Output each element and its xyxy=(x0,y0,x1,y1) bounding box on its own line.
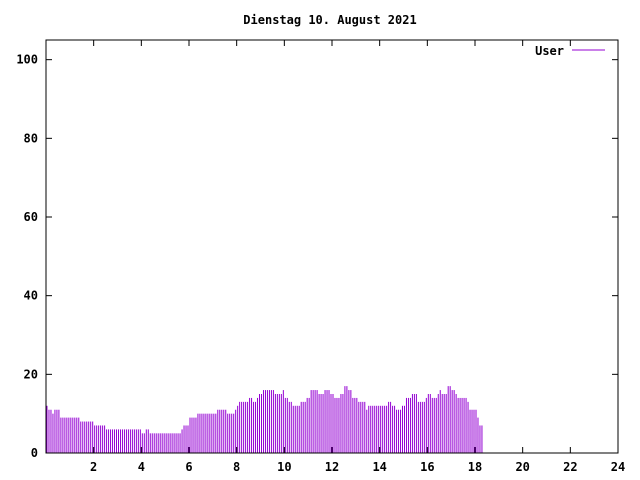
chart-title: Dienstag 10. August 2021 xyxy=(243,13,416,27)
x-axis: 2 4 6 8 10 12 14 16 18 20 22 24 xyxy=(90,40,625,474)
x-tick-label: 6 xyxy=(185,460,192,474)
legend: User xyxy=(535,44,605,58)
x-tick-label: 18 xyxy=(468,460,482,474)
bar-series-user xyxy=(46,386,483,453)
plot-frame xyxy=(45,39,619,454)
x-tick-label: 16 xyxy=(420,460,434,474)
x-tick-label: 22 xyxy=(563,460,577,474)
x-tick-label: 4 xyxy=(138,460,145,474)
y-tick-label: 0 xyxy=(31,446,38,460)
y-tick-label: 60 xyxy=(24,210,38,224)
x-tick-label: 14 xyxy=(372,460,386,474)
x-tick-label: 24 xyxy=(611,460,625,474)
x-tick-label: 2 xyxy=(90,460,97,474)
y-tick-label: 40 xyxy=(24,289,38,303)
y-tick-label: 100 xyxy=(16,53,38,67)
legend-label-user: User xyxy=(535,44,564,58)
x-tick-label: 20 xyxy=(515,460,529,474)
x-tick-label: 10 xyxy=(277,460,291,474)
y-axis: 0 20 40 60 80 100 xyxy=(16,53,618,460)
x-tick-label: 8 xyxy=(233,460,240,474)
x-tick-label: 12 xyxy=(325,460,339,474)
y-tick-label: 20 xyxy=(24,367,38,381)
y-tick-label: 80 xyxy=(24,131,38,145)
